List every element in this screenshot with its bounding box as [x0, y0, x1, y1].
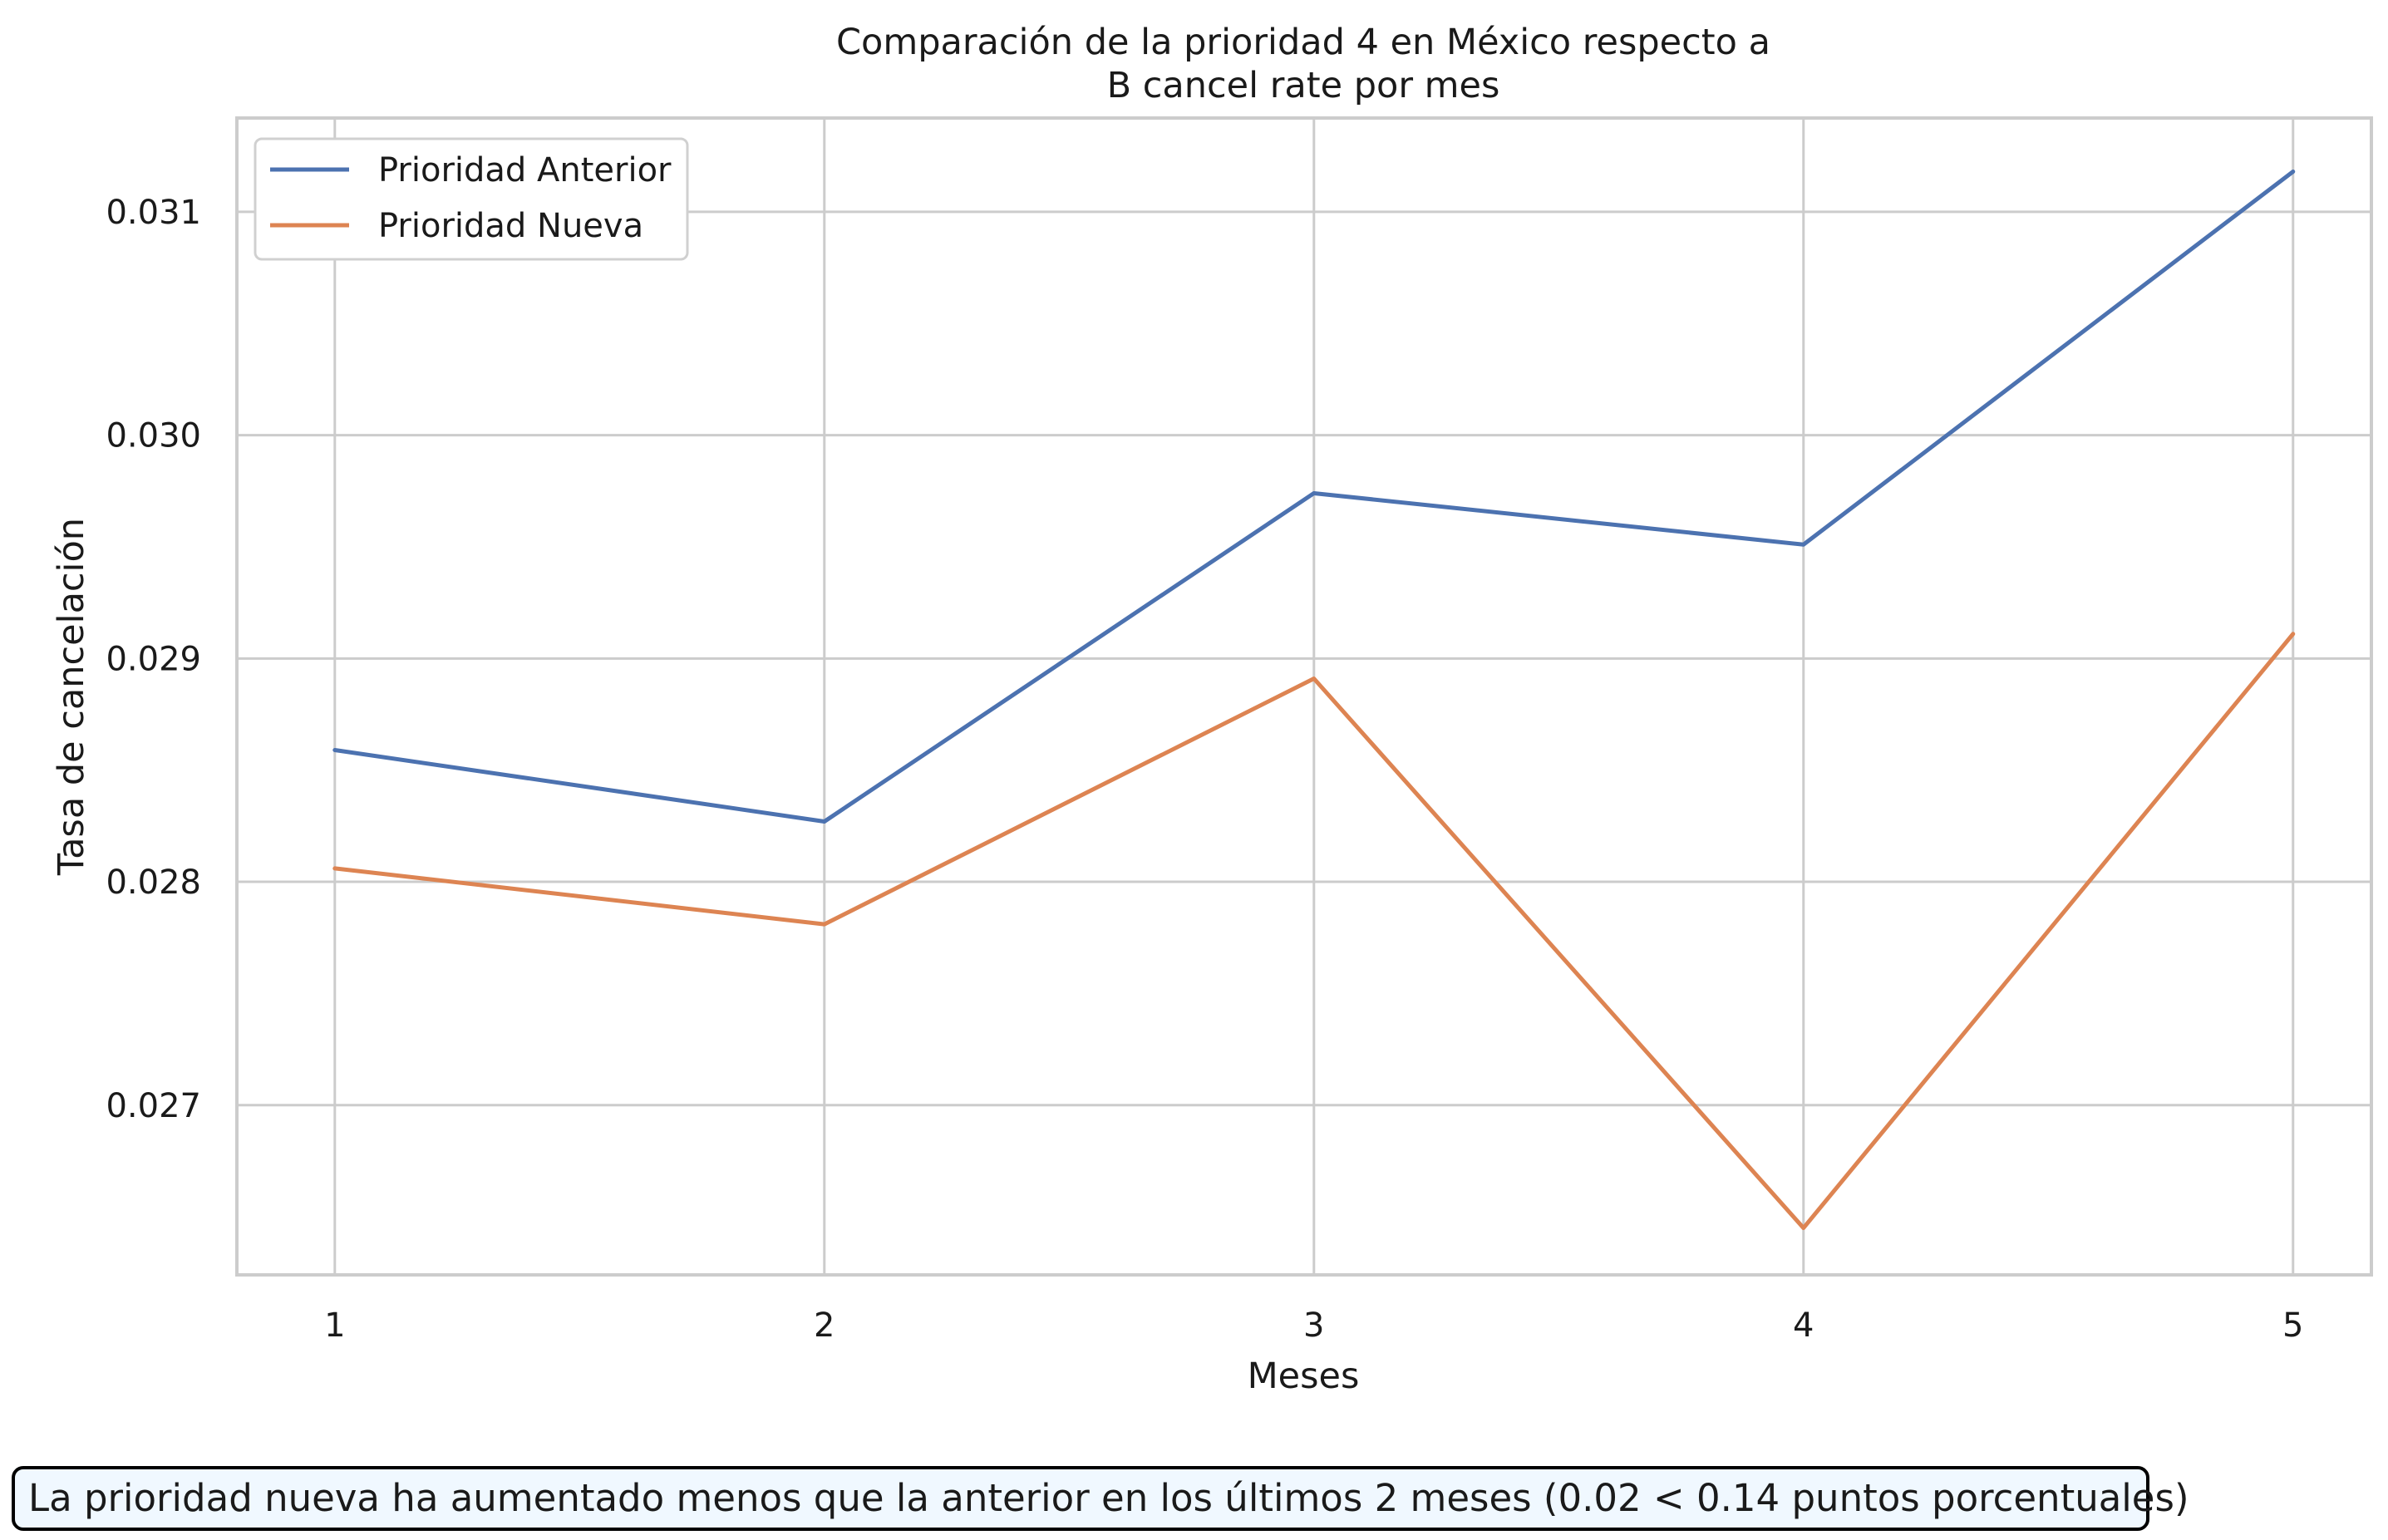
grid-lines	[237, 118, 2371, 1275]
chart-title-line-2: B cancel rate por mes	[1107, 65, 1500, 106]
x-tick-label: 3	[1303, 1306, 1324, 1345]
y-tick-label: 0.031	[106, 194, 201, 232]
x-tick-label: 4	[1793, 1306, 1814, 1345]
series-line-prioridad-anterior	[332, 169, 2296, 824]
chart-title-line-1: Comparación de la prioridad 4 en México …	[836, 22, 1770, 63]
series-lines	[332, 169, 2296, 1231]
x-tick-label: 2	[814, 1306, 835, 1345]
chart-title: Comparación de la prioridad 4 en México …	[836, 22, 1770, 106]
y-tick-label: 0.028	[106, 863, 201, 902]
y-tick-label: 0.027	[106, 1087, 201, 1125]
legend: Prioridad Anterior Prioridad Nueva	[254, 137, 689, 261]
legend-label-prioridad-nueva: Prioridad Nueva	[378, 207, 643, 245]
annotation-box: La prioridad nueva ha aumentado menos qu…	[12, 1466, 2189, 1531]
annotation-frame	[12, 1466, 2149, 1531]
x-tick-label: 1	[324, 1306, 345, 1345]
legend-label-prioridad-anterior: Prioridad Anterior	[378, 151, 672, 189]
y-tick-label: 0.029	[106, 640, 201, 678]
annotation-text: La prioridad nueva ha aumentado menos qu…	[28, 1476, 2189, 1520]
y-axis-label: Tasa de cancelación	[51, 518, 92, 876]
x-tick-label: 5	[2282, 1306, 2303, 1345]
legend-box	[254, 137, 689, 261]
y-tick-label: 0.030	[106, 417, 201, 455]
series-line-prioridad-nueva	[332, 632, 2296, 1231]
plot-frame	[235, 116, 2373, 1277]
x-tick-labels: 1 2 3 4 5	[324, 1306, 2303, 1345]
x-axis-label: Meses	[1248, 1355, 1360, 1397]
y-tick-labels: 0.027 0.028 0.029 0.030 0.031	[106, 194, 201, 1125]
